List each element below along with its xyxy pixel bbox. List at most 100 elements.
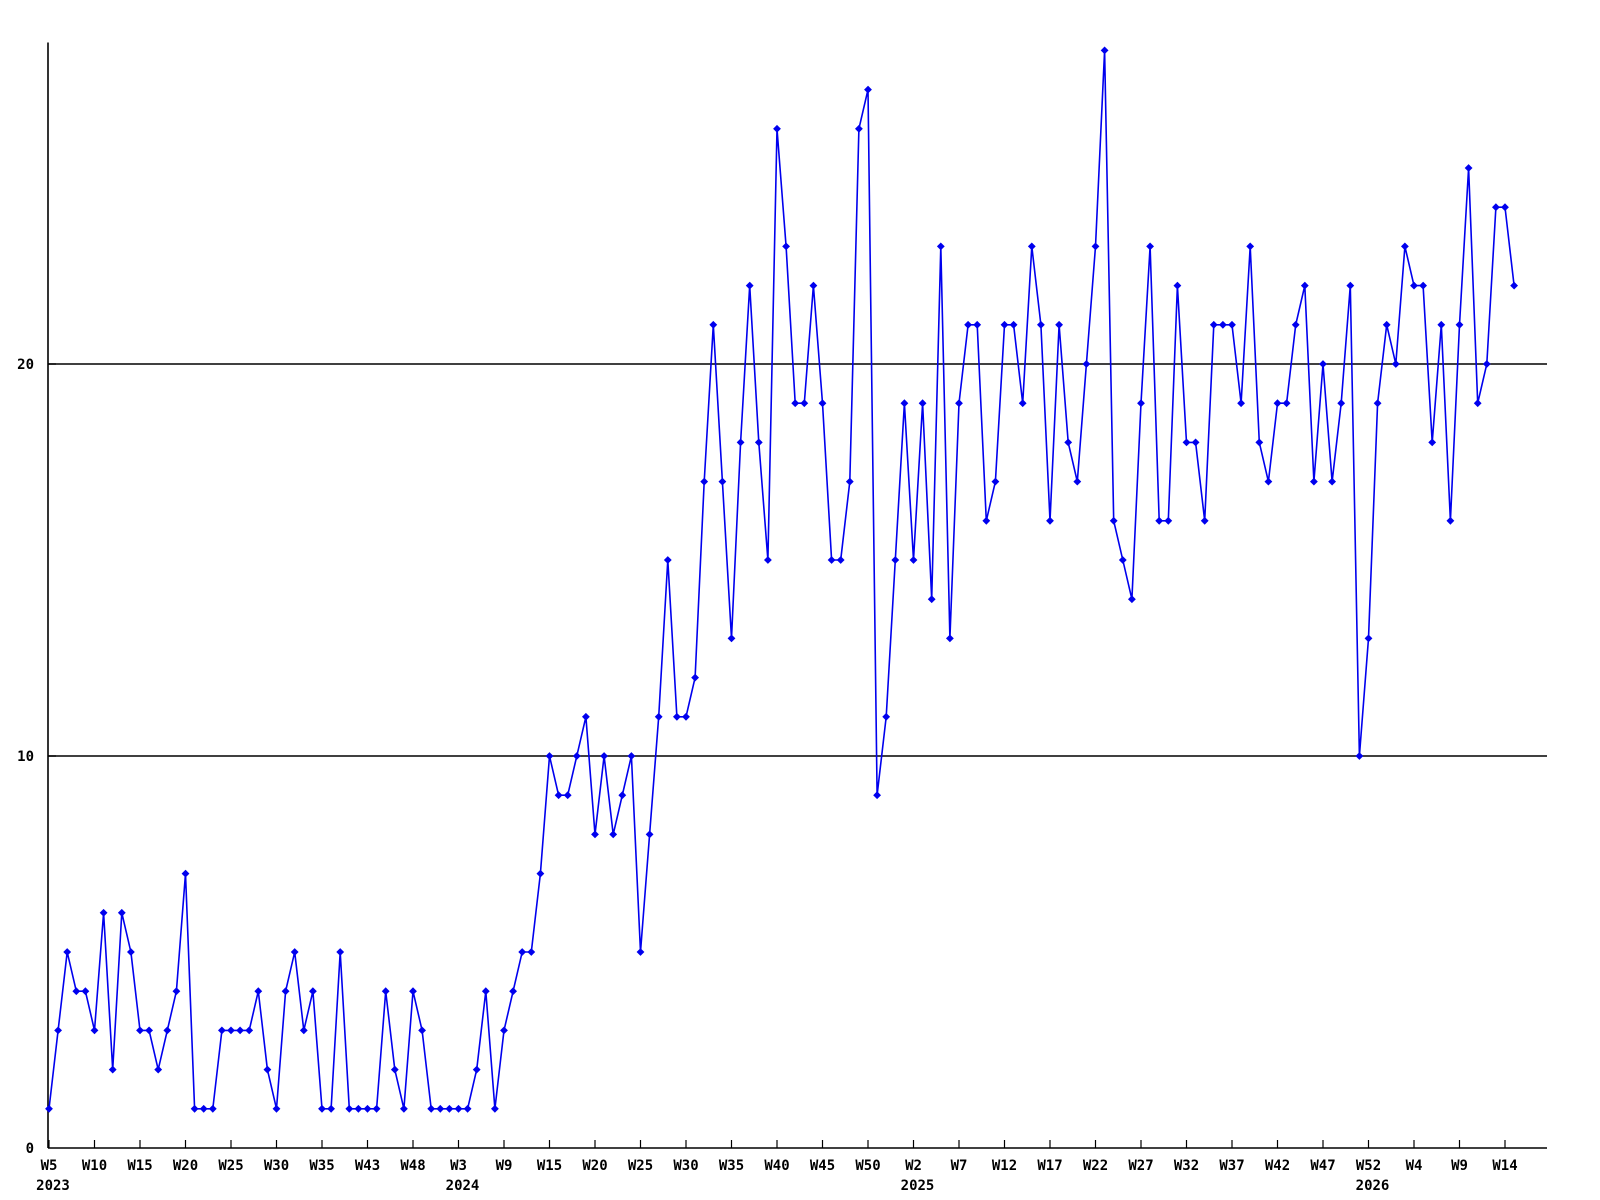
x-tick-label-w32-25: W32: [1174, 1158, 1199, 1174]
x-year-label-2026: 2026: [1356, 1178, 1390, 1194]
x-tick-label-w45-17: W45: [810, 1158, 835, 1174]
data-point-marker: [609, 830, 618, 839]
data-point-marker: [1046, 516, 1054, 525]
data-point-marker: [227, 1026, 235, 1035]
data-point-marker: [736, 438, 745, 447]
data-point-marker: [290, 948, 299, 956]
data-point-marker: [1064, 438, 1073, 447]
data-point-marker: [1000, 320, 1009, 329]
data-point-marker: [964, 320, 973, 329]
data-point-marker: [991, 477, 1000, 486]
data-point-marker: [955, 399, 963, 408]
x-year-label-2024: 2024: [446, 1178, 480, 1194]
x-year-label-2025: 2025: [901, 1178, 935, 1194]
data-point-marker: [1410, 281, 1418, 290]
data-point-marker: [1346, 281, 1355, 290]
x-tick-label-w25-13: W25: [628, 1158, 653, 1174]
data-point-marker: [618, 791, 627, 800]
y-tick-label-10: 10: [17, 749, 34, 765]
data-point-marker: [854, 124, 863, 133]
data-point-marker: [873, 791, 882, 800]
x-tick-label-w22-23: W22: [1083, 1158, 1108, 1174]
data-point-marker: [500, 1026, 508, 1035]
data-point-marker: [472, 1065, 481, 1074]
data-point-marker: [254, 987, 263, 996]
x-tick-label-w20-12: W20: [582, 1158, 607, 1174]
data-point-marker: [982, 516, 991, 525]
x-tick-label-w20-3: W20: [173, 1158, 198, 1174]
data-point-marker: [445, 1104, 454, 1113]
y-tick-label-20: 20: [17, 357, 34, 373]
data-point-marker: [490, 1104, 499, 1113]
x-year-label-2023: 2023: [36, 1178, 70, 1194]
data-point-marker: [308, 987, 317, 996]
data-point-marker: [563, 791, 572, 800]
data-point-marker: [545, 752, 554, 760]
data-point-marker: [1464, 164, 1473, 172]
data-point-marker: [1228, 320, 1236, 329]
data-point-marker: [509, 987, 518, 996]
data-point-marker: [1382, 320, 1391, 329]
data-point-marker: [136, 1026, 144, 1035]
data-point-marker: [918, 399, 927, 408]
x-tick-label-w52-29: W52: [1356, 1158, 1381, 1174]
data-point-marker: [1337, 399, 1346, 408]
data-point-marker: [1473, 399, 1482, 408]
data-point-marker: [81, 987, 90, 996]
data-point-marker: [636, 948, 645, 956]
data-point-marker: [718, 477, 727, 486]
data-point-marker: [63, 948, 72, 956]
data-point-marker: [1237, 399, 1246, 408]
data-point-marker: [245, 1026, 254, 1035]
data-point-marker: [627, 752, 636, 760]
data-point-marker: [773, 124, 781, 133]
data-point-marker: [1501, 203, 1509, 212]
data-point-marker: [800, 399, 809, 408]
data-point-marker: [99, 908, 108, 917]
data-point-marker: [363, 1104, 372, 1113]
data-point-marker: [1091, 242, 1100, 251]
x-tick-label-w3-9: W3: [450, 1158, 467, 1174]
x-tick-label-w15-11: W15: [537, 1158, 562, 1174]
data-point-marker: [1137, 399, 1145, 408]
data-point-marker: [181, 869, 190, 878]
data-point-marker: [1300, 281, 1309, 290]
x-tick-label-w47-28: W47: [1310, 1158, 1335, 1174]
data-point-marker: [663, 556, 672, 564]
data-point-marker: [1118, 556, 1127, 564]
data-point-marker: [390, 1065, 399, 1074]
data-point-marker: [336, 948, 345, 956]
data-point-marker: [409, 987, 417, 996]
x-tick-label-w5-0: W5: [41, 1158, 58, 1174]
x-tick-label-w35-6: W35: [309, 1158, 334, 1174]
data-point-marker: [463, 1104, 472, 1113]
x-tick-label-w27-24: W27: [1128, 1158, 1153, 1174]
data-point-marker: [154, 1065, 163, 1074]
x-tick-label-w30-5: W30: [264, 1158, 289, 1174]
x-tick-label-w4-30: W4: [1406, 1158, 1423, 1174]
data-point-marker: [709, 320, 718, 329]
data-point-marker: [327, 1104, 336, 1113]
x-tick-label-w35-15: W35: [719, 1158, 744, 1174]
data-point-marker: [1127, 595, 1136, 604]
data-point-marker: [418, 1026, 427, 1035]
x-tick-label-w30-14: W30: [673, 1158, 698, 1174]
data-point-marker: [1328, 477, 1337, 486]
data-point-marker: [782, 242, 791, 251]
data-point-marker: [882, 712, 891, 721]
data-point-marker: [345, 1104, 354, 1113]
data-point-marker: [1482, 360, 1491, 368]
data-point-marker: [454, 1104, 463, 1113]
x-tick-label-w15-2: W15: [127, 1158, 152, 1174]
data-series-line: [48, 49, 1515, 1110]
data-point-marker: [581, 712, 590, 721]
data-point-marker: [1100, 46, 1109, 55]
data-point-marker: [727, 634, 736, 643]
data-point-marker: [1400, 242, 1409, 251]
data-point-marker: [1491, 203, 1500, 212]
data-point-marker: [1209, 320, 1218, 329]
data-point-marker: [45, 1104, 53, 1113]
data-point-marker: [591, 830, 599, 839]
x-tick-label-w37-26: W37: [1219, 1158, 1244, 1174]
data-point-marker: [654, 712, 663, 721]
